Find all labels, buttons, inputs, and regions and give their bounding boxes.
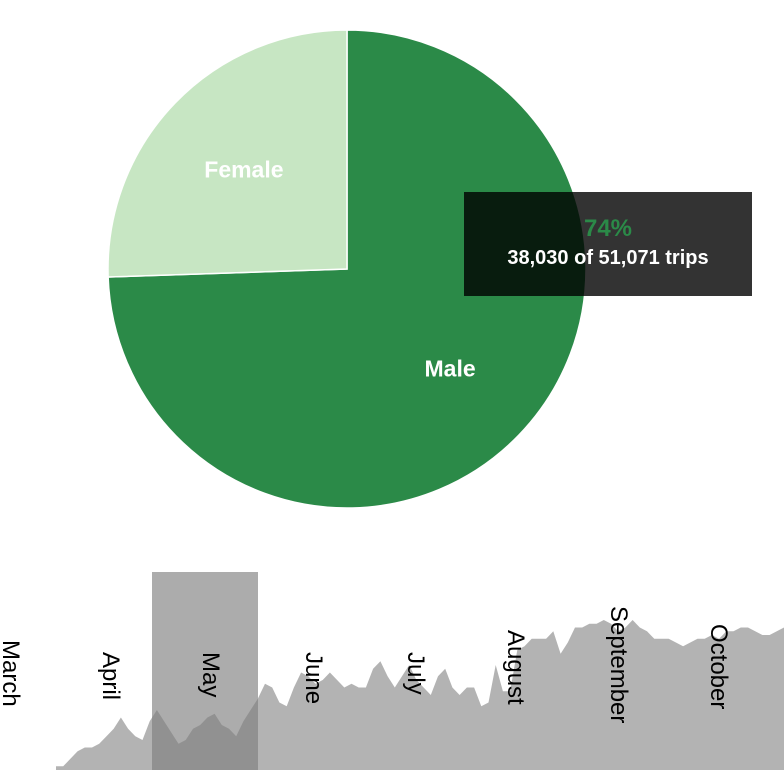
- month-label-april: April: [97, 652, 124, 700]
- pie-tooltip: 74% 38,030 of 51,071 trips: [464, 192, 752, 296]
- tooltip-detail: 38,030 of 51,071 trips: [507, 247, 709, 269]
- timeline-brush-chart[interactable]: March April May June July August September Octo…: [0, 560, 784, 770]
- month-label-march: March: [0, 640, 24, 707]
- month-label-june: June: [300, 652, 327, 704]
- pie-slice-female[interactable]: [107, 29, 348, 278]
- trips-area: [56, 620, 784, 770]
- month-label-september: September: [605, 606, 632, 723]
- slice-label-male: Male: [425, 356, 476, 382]
- month-label-july: July: [402, 652, 429, 695]
- brush-selection[interactable]: [152, 572, 258, 770]
- tooltip-percent: 74%: [583, 215, 633, 242]
- month-axis: March April May June July August September Octo…: [0, 606, 732, 723]
- month-label-may: May: [197, 652, 224, 697]
- gender-pie-chart: Male Female: [107, 29, 587, 509]
- month-label-october: October: [705, 624, 732, 709]
- month-label-august: August: [502, 630, 529, 705]
- slice-label-female: Female: [204, 156, 283, 182]
